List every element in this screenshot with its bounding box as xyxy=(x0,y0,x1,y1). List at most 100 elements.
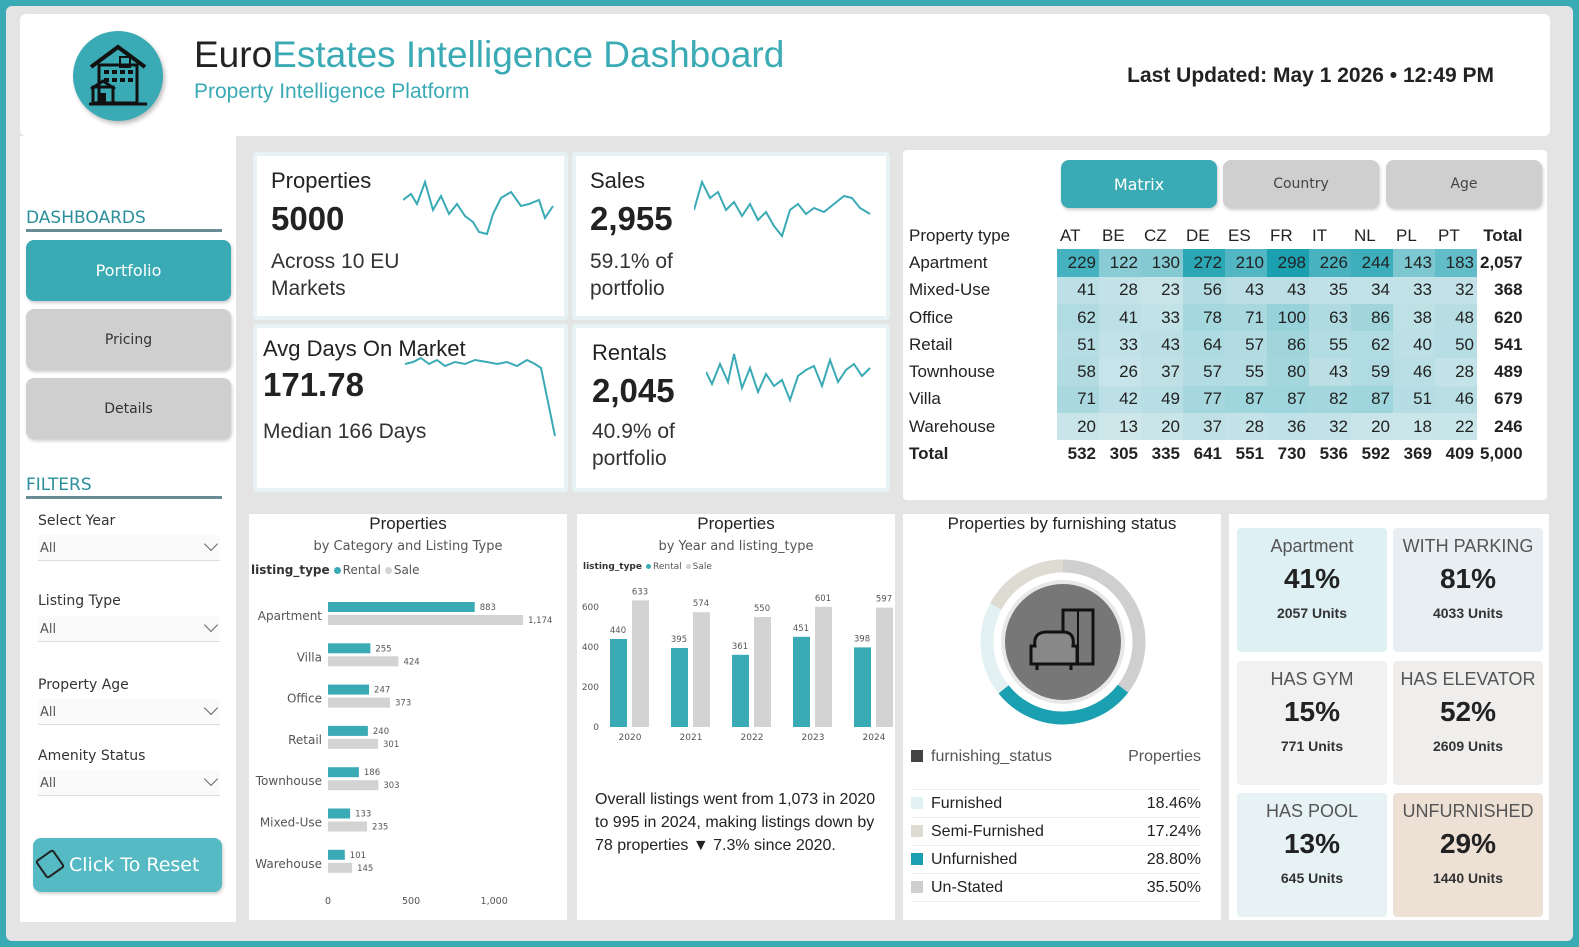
data-label: 145 xyxy=(357,864,373,874)
matrix-cell: 32 xyxy=(1435,276,1477,304)
matrix-cell: 37 xyxy=(1141,358,1183,386)
row-status: Un-Stated xyxy=(911,879,1003,897)
data-label: 633 xyxy=(632,587,648,597)
matrix-col-header: BE xyxy=(1102,225,1125,245)
data-label: 247 xyxy=(374,686,390,696)
matrix-cell: 22 xyxy=(1435,413,1477,441)
kpi-title: Properties xyxy=(271,168,372,193)
matrix-col-total: 592 xyxy=(1361,444,1390,464)
reset-button[interactable]: Click To Reset xyxy=(33,838,222,892)
matrix-cell: 62 xyxy=(1351,331,1393,359)
matrix-row: Apartment 229 122 130 272 210 298 226 244 143 183 2… xyxy=(907,249,1526,277)
nav-portfolio-button[interactable]: Portfolio xyxy=(26,240,231,301)
legend-swatch xyxy=(384,567,392,574)
matrix-cell: 51 xyxy=(1057,331,1099,359)
amenity-card-elevator: HAS ELEVATOR 52% 2609 Units xyxy=(1393,661,1543,785)
matrix-cell: 36 xyxy=(1267,413,1309,441)
row-status: Unfurnished xyxy=(911,851,1017,869)
matrix-row-total: 2,057 xyxy=(1480,252,1523,272)
listing-type-select[interactable]: All xyxy=(38,616,220,642)
legend-item-sale: Sale xyxy=(692,562,712,572)
table-row: Furnished 18.46% xyxy=(911,790,1201,818)
matrix-col-header: CZ xyxy=(1144,225,1167,245)
listing-type-select-value: All xyxy=(40,622,57,637)
row-status: Furnished xyxy=(911,795,1002,813)
amenity-pct: 13% xyxy=(1283,828,1341,859)
donut-chart-svg xyxy=(980,559,1146,725)
x-tick-label: 2023 xyxy=(802,733,825,743)
matrix-row-label: Apartment xyxy=(909,252,988,272)
row-pct: 18.46% xyxy=(1146,794,1201,812)
category-listing-chart: Properties by Category and Listing Type … xyxy=(249,514,567,920)
kpi-subtext-line1: 40.9% of xyxy=(592,420,675,443)
bar-sale xyxy=(328,615,524,625)
matrix-col-total: 335 xyxy=(1151,444,1180,464)
nav-pricing-button[interactable]: Pricing xyxy=(26,309,231,370)
matrix-row-total: 246 xyxy=(1494,416,1523,436)
data-label: 597 xyxy=(876,595,892,605)
x-tick-label: 2024 xyxy=(863,733,886,743)
nav-details-button[interactable]: Details xyxy=(26,378,231,439)
amenity-title: UNFURNISHED xyxy=(1402,801,1534,821)
bar-sale xyxy=(328,697,390,708)
data-label: 424 xyxy=(403,657,419,667)
year-select[interactable]: All xyxy=(38,535,220,561)
y-tick-label: 600 xyxy=(582,603,599,613)
amenity-title: HAS ELEVATOR xyxy=(1400,669,1536,689)
kpi-subtext: 40.9% of portfolio xyxy=(592,418,675,472)
chart-subtitle: by Category and Listing Type xyxy=(313,539,503,554)
bar-sale xyxy=(328,862,353,873)
sparkline xyxy=(706,353,871,403)
filter-label-property-age: Property Age xyxy=(38,677,129,693)
matrix-cell: 46 xyxy=(1435,385,1477,414)
matrix-cell: 23 xyxy=(1141,276,1183,304)
y-tick-label: 400 xyxy=(582,643,599,653)
donut-slice-furnished xyxy=(980,603,1009,694)
matrix-cell: 82 xyxy=(1309,385,1351,414)
matrix-col-header: AT xyxy=(1060,225,1081,245)
col-header-status: furnishing_status xyxy=(911,748,1052,766)
donut-slice-semi-furnished xyxy=(990,559,1064,610)
matrix-col-total: 641 xyxy=(1193,444,1222,464)
legend-item-rental: Rental xyxy=(342,563,381,577)
matrix-cell: 130 xyxy=(1141,249,1183,277)
chart-title: Properties xyxy=(369,514,447,533)
matrix-cell: 298 xyxy=(1267,249,1309,277)
column-chart-svg: 0 200 400 600 440 633 2020 395 574 2021 361 550 2022… xyxy=(582,587,893,743)
matrix-cell: 43 xyxy=(1141,331,1183,359)
matrix-cell: 87 xyxy=(1351,385,1393,414)
matrix-cell: 183 xyxy=(1435,249,1477,277)
legend-title: listing_type xyxy=(583,562,642,572)
legend-swatch xyxy=(911,750,923,762)
tab-age[interactable]: Age xyxy=(1386,160,1542,208)
row-pct: 28.80% xyxy=(1146,850,1201,868)
matrix-cell: 13 xyxy=(1099,413,1141,441)
matrix-row-label: Mixed-Use xyxy=(909,280,991,300)
data-label: 361 xyxy=(732,642,748,652)
amenities-panel: Apartment 41% 2057 Units WITH PARKING 81% 40… xyxy=(1229,514,1549,920)
bar-rental xyxy=(328,643,371,654)
amenity-card-pool: HAS POOL 13% 645 Units xyxy=(1237,793,1387,917)
row-label: Un-Stated xyxy=(931,878,1004,896)
matrix-cell: 87 xyxy=(1267,385,1309,414)
matrix-cell: 49 xyxy=(1141,385,1183,414)
amenity-title: HAS POOL xyxy=(1265,801,1359,821)
property-age-select[interactable]: All xyxy=(38,699,220,725)
matrix-cell: 143 xyxy=(1393,249,1435,277)
amenity-status-select[interactable]: All xyxy=(38,770,220,796)
furnishing-table-header: furnishing_status Properties xyxy=(911,746,1201,790)
reset-label: Click To Reset xyxy=(69,854,200,876)
kpi-subtext: Across 10 EU Markets xyxy=(271,248,399,302)
matrix-cell: 86 xyxy=(1267,331,1309,359)
matrix-cell: 272 xyxy=(1183,249,1225,277)
matrix-col-header: PL xyxy=(1396,225,1417,245)
chart-legend: listing_type Rental Sale xyxy=(251,563,420,577)
amenity-units: 645 Units xyxy=(1280,870,1344,886)
data-label: 451 xyxy=(793,624,809,634)
matrix-col-total: 551 xyxy=(1235,444,1264,464)
chart-legend: listing_type Rental Sale xyxy=(583,562,712,572)
bar-sale xyxy=(693,612,710,727)
tab-country[interactable]: Country xyxy=(1223,160,1379,208)
x-tick-label: 2020 xyxy=(619,733,642,743)
tab-matrix[interactable]: Matrix xyxy=(1061,160,1217,208)
